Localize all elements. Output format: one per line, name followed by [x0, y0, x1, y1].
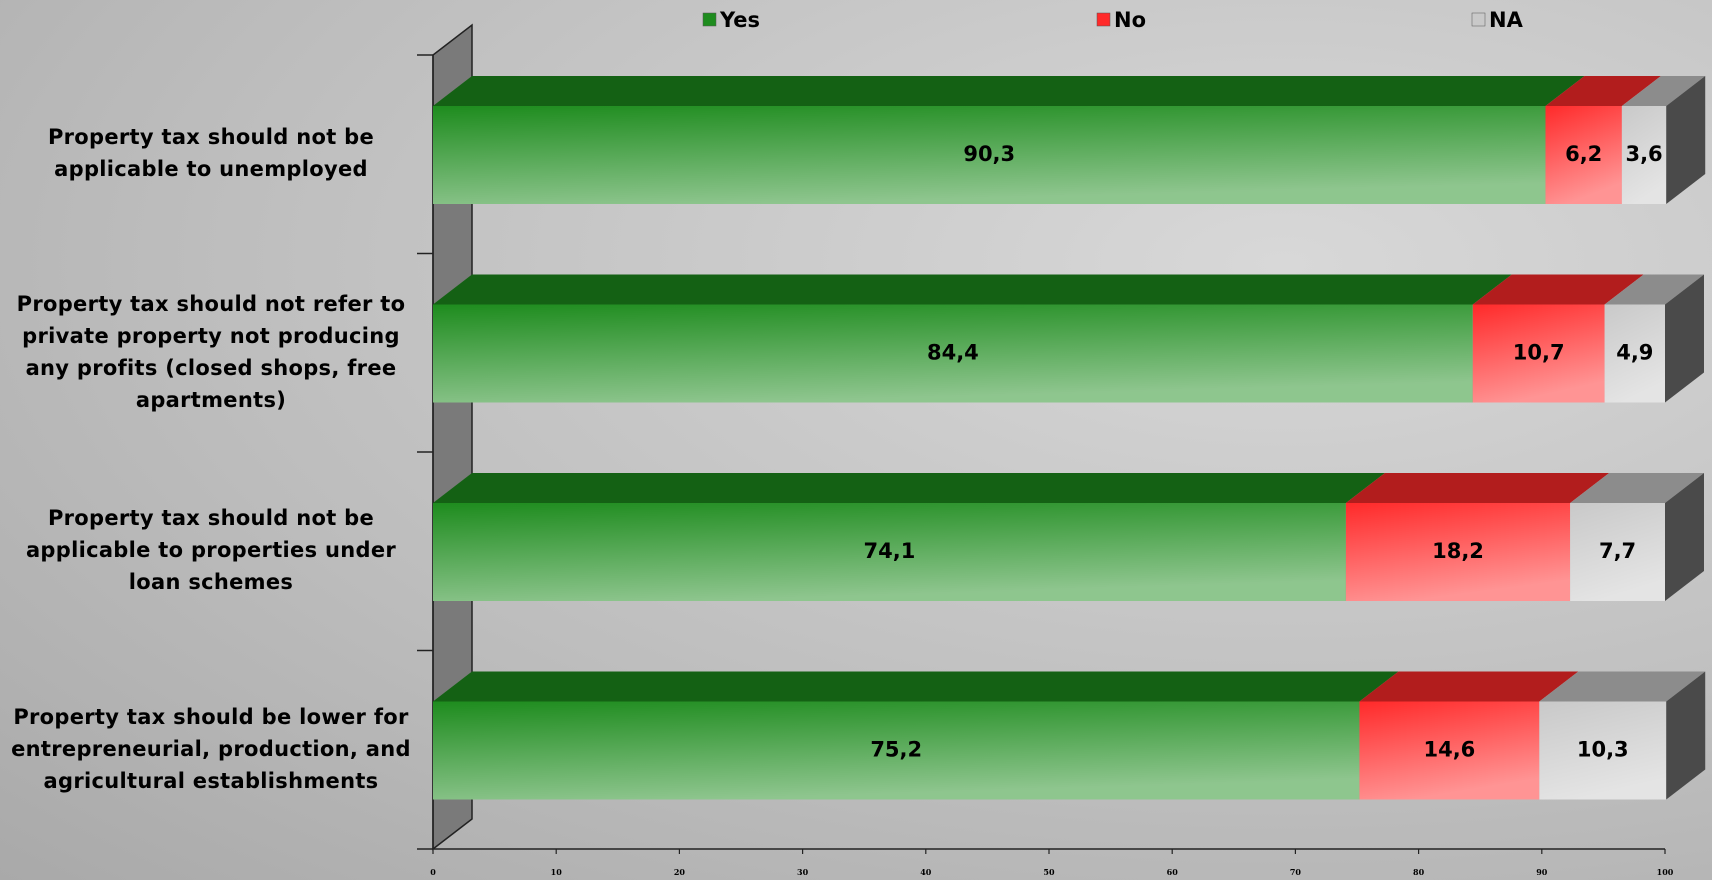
- value-label: 18,2: [1432, 539, 1484, 563]
- legend-label: Yes: [719, 8, 760, 32]
- bar-shine: [1539, 701, 1667, 800]
- x-tick-label: 30: [797, 867, 809, 877]
- category-label: Property tax should be lower for entrepr…: [11, 704, 411, 793]
- bar-top-shade: [1345, 473, 1610, 503]
- bar-shine: [433, 503, 1346, 601]
- value-label: 14,6: [1423, 738, 1475, 762]
- bar-top-shade: [433, 274, 1512, 305]
- bar-top: [1359, 671, 1579, 702]
- bar-top-shade: [1545, 76, 1661, 106]
- value-label: 10,3: [1577, 738, 1629, 762]
- category-label: Property tax should not refer to private…: [16, 291, 406, 412]
- bar-top-shade: [433, 473, 1385, 503]
- x-tick-label: 50: [1043, 867, 1055, 877]
- legend-swatch: [1096, 12, 1111, 27]
- bar-top: [1570, 473, 1704, 503]
- bar-shine: [1359, 701, 1540, 800]
- bar-shine: [1545, 106, 1622, 204]
- bar-side: [1665, 473, 1704, 601]
- value-label: 6,2: [1565, 142, 1602, 166]
- bar-top: [433, 473, 1385, 503]
- x-tick-label: 60: [1167, 867, 1179, 877]
- bar-shine: [1570, 503, 1665, 601]
- bar-top: [1604, 274, 1704, 305]
- legend-label: NA: [1489, 8, 1524, 32]
- bar-top-shade: [1621, 76, 1706, 106]
- x-tick-label: 90: [1536, 867, 1548, 877]
- bar-top-shade: [433, 671, 1399, 702]
- value-label: 75,2: [870, 738, 922, 762]
- x-tick-label: 40: [920, 867, 932, 877]
- value-label: 3,6: [1625, 142, 1662, 166]
- x-tick-label: 80: [1413, 867, 1425, 877]
- bar-side: [1666, 76, 1706, 204]
- bar-top-shade: [1472, 274, 1644, 305]
- category-label: Property tax should not be applicable to…: [47, 125, 375, 181]
- x-tick-label: 10: [551, 867, 563, 877]
- value-label: 84,4: [927, 341, 979, 365]
- bar-top: [1621, 76, 1706, 106]
- bar-shine: [1472, 304, 1605, 403]
- bar-top: [1472, 274, 1644, 305]
- x-tick-label: 20: [674, 867, 686, 877]
- bar-shine: [1621, 106, 1667, 204]
- bar-top: [433, 76, 1585, 106]
- legend-swatch: [702, 12, 717, 27]
- x-tick-label: 70: [1290, 867, 1302, 877]
- bar-top-shade: [1539, 671, 1706, 702]
- bar-top: [1539, 671, 1706, 702]
- x-tick-label: 0: [430, 867, 436, 877]
- bar-top: [433, 671, 1399, 702]
- value-label: 74,1: [864, 539, 916, 563]
- bar-top: [433, 274, 1512, 305]
- bar-top-shade: [1359, 671, 1579, 702]
- bar-side: [1666, 671, 1706, 800]
- value-label: 90,3: [963, 142, 1015, 166]
- bar-side: [1665, 274, 1704, 403]
- bar-shine: [1604, 304, 1665, 403]
- value-label: 4,9: [1616, 341, 1653, 365]
- value-label: 7,7: [1599, 539, 1636, 563]
- bar-top: [1545, 76, 1661, 106]
- category-label: Property tax should not be applicable to…: [25, 506, 397, 594]
- value-label: 10,7: [1513, 341, 1565, 365]
- bar-top-shade: [433, 76, 1585, 106]
- bar-shine: [1345, 503, 1571, 601]
- x-tick-label: 100: [1657, 867, 1674, 877]
- bar-shine: [433, 304, 1473, 403]
- bar-top: [1345, 473, 1610, 503]
- bar-shine: [433, 701, 1360, 800]
- legend-swatch: [1471, 12, 1486, 27]
- bar-top-shade: [1604, 274, 1704, 305]
- bar-top-shade: [1570, 473, 1704, 503]
- legend-label: No: [1114, 8, 1146, 32]
- bar-shine: [433, 106, 1546, 204]
